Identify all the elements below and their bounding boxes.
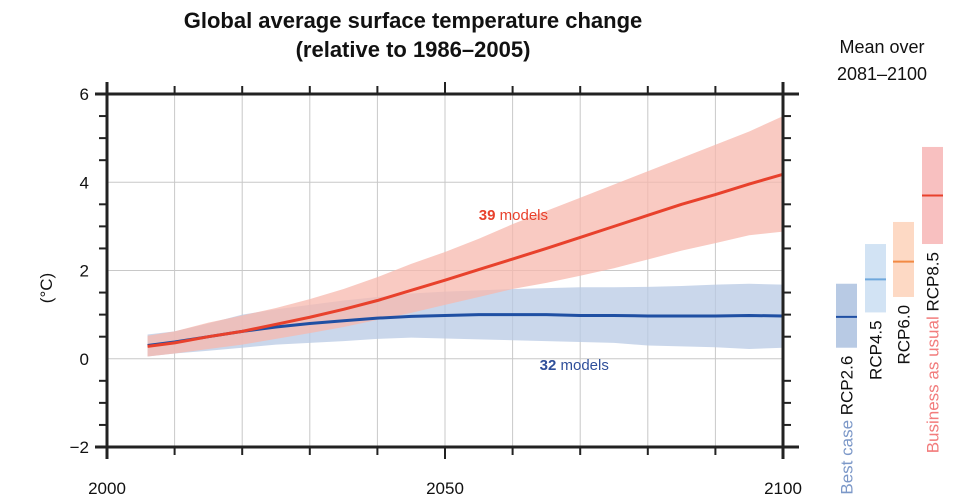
rcp60-name: RCP6.0 — [895, 305, 914, 365]
side-panel-title-line2: 2081–2100 — [837, 64, 927, 84]
axes — [95, 82, 799, 459]
x-tick-labels: 2000 2050 2100 — [88, 479, 802, 498]
chart-title: Global average surface temperature chang… — [184, 8, 643, 33]
rcp45-name: RCP4.5 — [867, 320, 886, 380]
mean-lines — [147, 172, 784, 348]
x-tick-label: 2100 — [764, 479, 802, 498]
rcp85-models-annotation: 39 models — [479, 207, 548, 224]
uncertainty-bands — [147, 116, 783, 357]
y-tick-label: 4 — [80, 173, 89, 192]
rcp45-range-bar — [865, 244, 886, 313]
rcp26-uncertainty-band — [147, 283, 783, 357]
y-axis-label: (°C) — [37, 273, 56, 303]
rcp85-scenario-label: Business as usual — [924, 312, 943, 454]
y-tick-labels: −2 0 2 4 6 — [70, 85, 89, 457]
rcp85-models-count: 39 — [479, 207, 496, 224]
rcp26-name: RCP2.6 — [838, 356, 857, 416]
rcp26-scenario-label: Best case — [838, 415, 857, 494]
x-tick-label: 2000 — [88, 479, 126, 498]
y-tick-label: −2 — [70, 438, 89, 457]
rcp85-name: RCP8.5 — [924, 252, 943, 312]
y-tick-label: 0 — [80, 350, 89, 369]
rcp85-models-text: models — [500, 207, 548, 224]
y-tick-label: 6 — [80, 85, 89, 104]
y-tick-label: 2 — [80, 262, 89, 281]
chart-subtitle: (relative to 1986–2005) — [296, 37, 531, 62]
rcp26-label: Best case RCP2.6 — [838, 356, 857, 495]
rcp26-models-text: models — [560, 357, 608, 374]
rcp85-uncertainty-band — [147, 116, 783, 357]
x-tick-label: 2050 — [426, 479, 464, 498]
side-panel-bars: Best case RCP2.6 RCP4.5 RCP6.0 Business as … — [836, 146, 943, 495]
rcp60-range-bar — [893, 221, 914, 297]
rcp60-label: RCP6.0 — [895, 305, 914, 365]
side-panel-title-line1: Mean over — [839, 37, 924, 57]
rcp26-range-bar — [836, 283, 857, 348]
rcp85-label: Business as usual RCP8.5 — [924, 252, 943, 453]
rcp85-mean-line — [147, 172, 784, 348]
rcp26-models-count: 32 — [540, 357, 557, 374]
rcp26-models-annotation: 32 models — [540, 357, 609, 374]
rcp45-label: RCP4.5 — [867, 320, 886, 380]
